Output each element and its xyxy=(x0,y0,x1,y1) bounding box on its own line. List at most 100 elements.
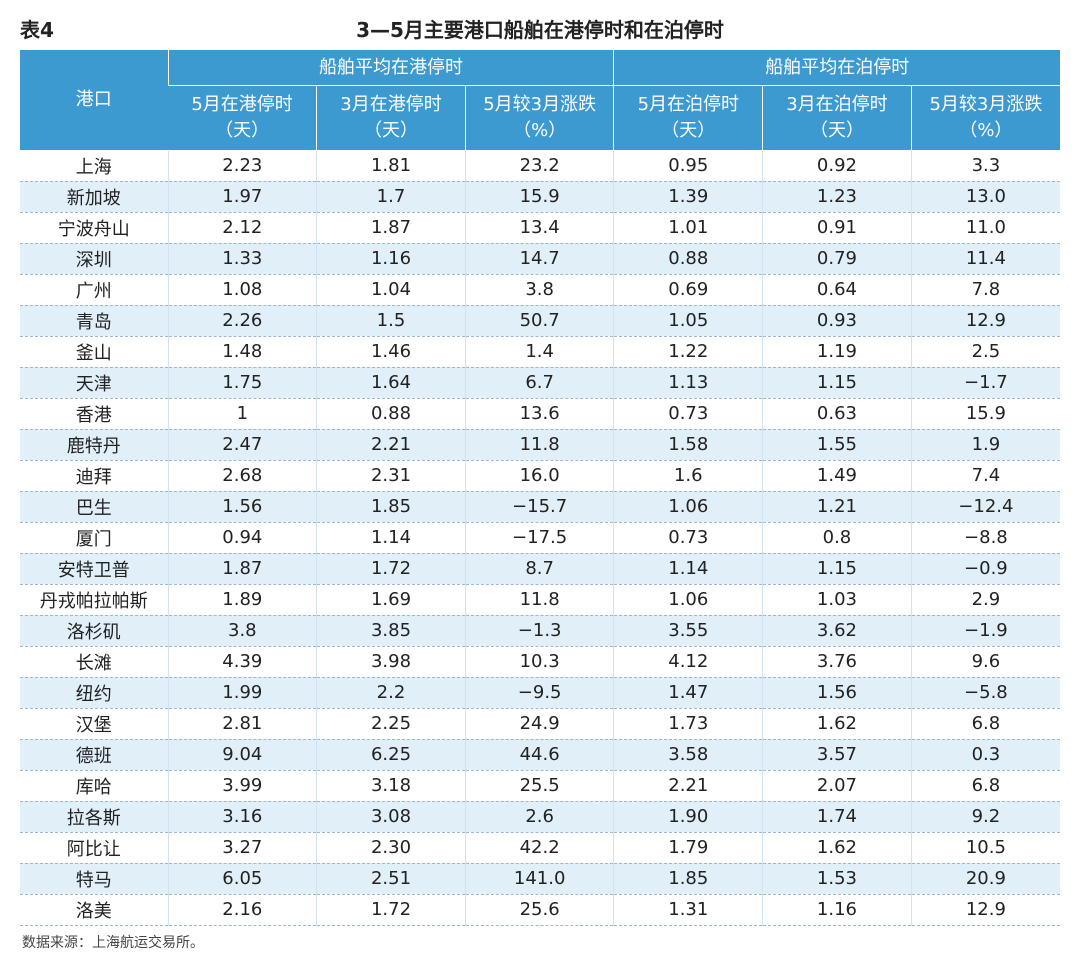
cell: 1.49 xyxy=(762,460,912,492)
cell: 44.6 xyxy=(464,739,614,771)
table-row: 特马 6.05 2.51 141.0 1.85 1.53 20.9 xyxy=(20,863,1060,895)
sub-header: 5月较3月涨跌 （%） xyxy=(910,85,1060,150)
cell: 14.7 xyxy=(464,243,614,275)
cell: 2.26 xyxy=(167,305,317,337)
port-name: 拉各斯 xyxy=(20,801,168,833)
cell: 1.14 xyxy=(613,553,763,585)
table-row: 厦门 0.94 1.14 −17.5 0.73 0.8 −8.8 xyxy=(20,522,1060,554)
cell: 2.68 xyxy=(167,460,317,492)
sub-header-name: 3月在泊停时 xyxy=(786,94,888,115)
table-row: 广州 1.08 1.04 3.8 0.69 0.64 7.8 xyxy=(20,274,1060,306)
cell: 11.0 xyxy=(910,212,1060,244)
cell: 0.94 xyxy=(167,522,317,554)
cell: 4.39 xyxy=(167,646,317,678)
cell: 1.58 xyxy=(613,429,763,461)
table-row: 釜山 1.48 1.46 1.4 1.22 1.19 2.5 xyxy=(20,336,1060,368)
cell: 1.75 xyxy=(167,367,317,399)
cell: 3.3 xyxy=(910,150,1060,182)
cell: −5.8 xyxy=(910,677,1060,709)
cell: 0.95 xyxy=(613,150,763,182)
cell: 12.9 xyxy=(910,894,1060,926)
cell: 1.53 xyxy=(762,863,912,895)
cell: 2.07 xyxy=(762,770,912,802)
cell: 1.23 xyxy=(762,181,912,213)
cell: 1.01 xyxy=(613,212,763,244)
cell: 2.47 xyxy=(167,429,317,461)
port-name: 德班 xyxy=(20,739,168,771)
cell: 1.33 xyxy=(167,243,317,275)
port-name: 长滩 xyxy=(20,646,168,678)
cell: 2.21 xyxy=(316,429,466,461)
cell: 3.99 xyxy=(167,770,317,802)
sub-header-unit: （天） xyxy=(809,120,864,141)
table-row: 天津 1.75 1.64 6.7 1.13 1.15 −1.7 xyxy=(20,367,1060,399)
cell: −1.9 xyxy=(910,615,1060,647)
cell: 1.9 xyxy=(910,429,1060,461)
port-name: 天津 xyxy=(20,367,168,399)
cell: 1.7 xyxy=(316,181,466,213)
cell: 1.46 xyxy=(316,336,466,368)
cell: 15.9 xyxy=(464,181,614,213)
cell: 1.15 xyxy=(762,553,912,585)
cell: 9.6 xyxy=(910,646,1060,678)
port-name: 新加坡 xyxy=(20,181,168,213)
table-row: 德班 9.04 6.25 44.6 3.58 3.57 0.3 xyxy=(20,739,1060,771)
cell: 1.19 xyxy=(762,336,912,368)
table-row: 库哈 3.99 3.18 25.5 2.21 2.07 6.8 xyxy=(20,770,1060,802)
cell: 2.21 xyxy=(613,770,763,802)
cell: 1.22 xyxy=(613,336,763,368)
cell: 1.06 xyxy=(613,584,763,616)
cell: 1.73 xyxy=(613,708,763,740)
group-header: 船舶平均在泊停时 xyxy=(613,50,1060,86)
cell: 2.6 xyxy=(464,801,614,833)
cell: 1.14 xyxy=(316,522,466,554)
cell: 3.8 xyxy=(464,274,614,306)
cell: 1.69 xyxy=(316,584,466,616)
cell: 11.4 xyxy=(910,243,1060,275)
title-bar: 表4 3—5月主要港口船舶在港停时和在泊停时 xyxy=(20,10,1060,44)
cell: 1.87 xyxy=(316,212,466,244)
cell: −12.4 xyxy=(910,491,1060,523)
cell: 2.9 xyxy=(910,584,1060,616)
cell: 1.62 xyxy=(762,832,912,864)
table-row: 阿比让 3.27 2.30 42.2 1.79 1.62 10.5 xyxy=(20,832,1060,864)
sub-header: 3月在港停时 （天） xyxy=(316,85,466,150)
table-label: 表4 xyxy=(20,18,54,42)
table-row: 长滩 4.39 3.98 10.3 4.12 3.76 9.6 xyxy=(20,646,1060,678)
cell: 0.63 xyxy=(762,398,912,430)
cell: 4.12 xyxy=(613,646,763,678)
cell: 1.16 xyxy=(316,243,466,275)
cell: 2.5 xyxy=(910,336,1060,368)
cell: −1.7 xyxy=(910,367,1060,399)
port-name: 丹戎帕拉帕斯 xyxy=(20,584,168,616)
sub-header: 5月较3月涨跌 （%） xyxy=(464,85,614,150)
cell: 3.62 xyxy=(762,615,912,647)
cell: 2.31 xyxy=(316,460,466,492)
cell: 1.13 xyxy=(613,367,763,399)
cell: 1.21 xyxy=(762,491,912,523)
cell: 50.7 xyxy=(464,305,614,337)
cell: 24.9 xyxy=(464,708,614,740)
cell: 42.2 xyxy=(464,832,614,864)
table-row: 鹿特丹 2.47 2.21 11.8 1.58 1.55 1.9 xyxy=(20,429,1060,461)
cell: 0.8 xyxy=(762,522,912,554)
cell: 9.04 xyxy=(167,739,317,771)
cell: 2.16 xyxy=(167,894,317,926)
cell: 8.7 xyxy=(464,553,614,585)
cell: −0.9 xyxy=(910,553,1060,585)
sub-header-unit: （天） xyxy=(363,120,418,141)
cell: 9.2 xyxy=(910,801,1060,833)
table-row: 洛美 2.16 1.72 25.6 1.31 1.16 12.9 xyxy=(20,894,1060,926)
port-name: 鹿特丹 xyxy=(20,429,168,461)
cell: 1.89 xyxy=(167,584,317,616)
cell: 3.85 xyxy=(316,615,466,647)
cell: 1.85 xyxy=(613,863,763,895)
port-header: 港口 xyxy=(20,50,168,151)
table-row: 汉堡 2.81 2.25 24.9 1.73 1.62 6.8 xyxy=(20,708,1060,740)
port-name: 汉堡 xyxy=(20,708,168,740)
table-row: 宁波舟山 2.12 1.87 13.4 1.01 0.91 11.0 xyxy=(20,212,1060,244)
group-header-row: 港口 船舶平均在港停时 船舶平均在泊停时 xyxy=(20,50,1060,151)
sub-header-name: 5月较3月涨跌 xyxy=(483,94,597,115)
cell: 3.58 xyxy=(613,739,763,771)
table-row: 洛杉矶 3.8 3.85 −1.3 3.55 3.62 −1.9 xyxy=(20,615,1060,647)
